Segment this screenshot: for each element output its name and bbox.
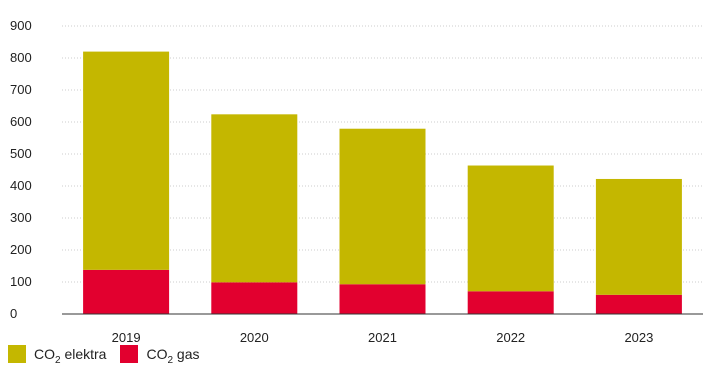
legend-swatch-gas	[120, 345, 139, 363]
x-tick-label-2021: 2021	[368, 330, 397, 345]
legend-swatch-elektra	[8, 345, 26, 363]
legend-item-gas: CO2 gas	[120, 345, 200, 366]
y-tick-label: 400	[10, 178, 32, 193]
y-tick-label: 100	[10, 274, 32, 289]
bar-gas-2023	[595, 294, 682, 314]
bar-gas-2019	[83, 269, 170, 314]
y-tick-label: 700	[10, 82, 32, 97]
y-tick-label: 0	[10, 306, 17, 321]
y-tick-label: 200	[10, 242, 32, 257]
x-tick-label-2022: 2022	[496, 330, 525, 345]
y-axis-ticks: 0 100 200 300 400 500 600 700 800 900	[10, 18, 32, 321]
stacked-bar-chart: 0 100 200 300 400 500 600 700 800 900 2019 2020 202…	[10, 18, 703, 345]
bar-elektra-2021	[339, 128, 426, 285]
bar-gas-2021	[339, 284, 426, 314]
bar-gas-2022	[467, 291, 554, 314]
x-tick-label-2023: 2023	[624, 330, 653, 345]
y-tick-label: 900	[10, 18, 32, 33]
y-tick-label: 600	[10, 114, 32, 129]
x-tick-label-2019: 2019	[112, 330, 141, 345]
y-tick-label: 500	[10, 146, 32, 161]
y-tick-label: 300	[10, 210, 32, 225]
bar-elektra-2019	[83, 51, 170, 270]
bar-gas-2020	[211, 282, 298, 314]
legend: CO2 elektra CO2 gas	[8, 345, 214, 366]
y-tick-label: 800	[10, 50, 32, 65]
bar-elektra-2022	[467, 165, 554, 292]
x-tick-label-2020: 2020	[240, 330, 269, 345]
bar-elektra-2023	[595, 178, 682, 295]
bars	[83, 51, 682, 314]
legend-label-gas: CO2 gas	[146, 346, 200, 366]
bar-elektra-2020	[211, 114, 298, 283]
legend-item-elektra: CO2 elektra	[8, 345, 107, 366]
x-axis-ticks: 2019 2020 2021 2022 2023	[112, 330, 654, 345]
legend-label-elektra: CO2 elektra	[34, 346, 107, 366]
